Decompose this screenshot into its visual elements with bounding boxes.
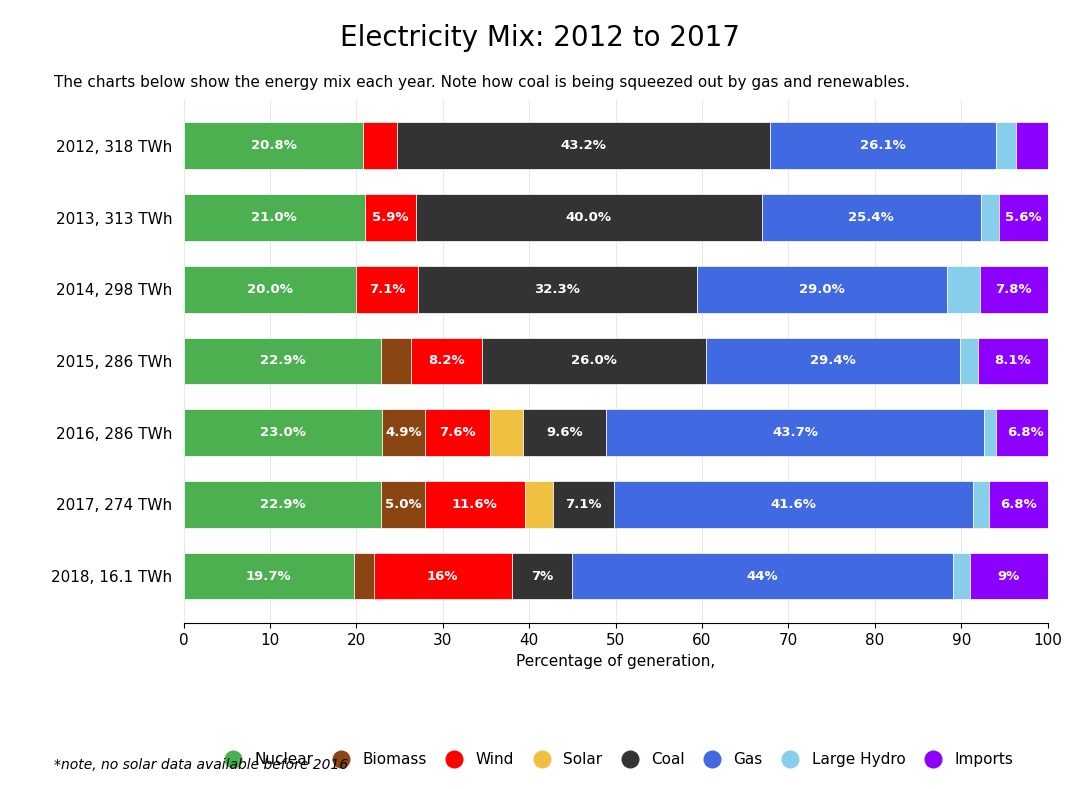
Text: 40.0%: 40.0% bbox=[566, 211, 611, 224]
Bar bbox=[381, 338, 410, 384]
Bar bbox=[356, 266, 418, 312]
Text: 43.7%: 43.7% bbox=[772, 426, 818, 439]
Text: 29.4%: 29.4% bbox=[810, 354, 856, 368]
Bar bbox=[490, 409, 523, 456]
Text: 4.9%: 4.9% bbox=[386, 426, 422, 439]
Text: 22.9%: 22.9% bbox=[259, 354, 306, 368]
Text: 5.9%: 5.9% bbox=[373, 211, 408, 224]
Bar bbox=[761, 194, 981, 241]
Bar bbox=[416, 194, 761, 241]
Text: 21.0%: 21.0% bbox=[252, 211, 297, 224]
Text: 6.8%: 6.8% bbox=[1000, 498, 1037, 511]
Bar bbox=[999, 194, 1048, 241]
Text: 8.2%: 8.2% bbox=[428, 354, 464, 368]
Text: 41.6%: 41.6% bbox=[771, 498, 816, 511]
Text: 16%: 16% bbox=[427, 570, 459, 582]
Text: 11.6%: 11.6% bbox=[451, 498, 498, 511]
Text: 9%: 9% bbox=[998, 570, 1020, 582]
Text: 7.1%: 7.1% bbox=[565, 498, 602, 511]
Bar bbox=[418, 266, 697, 312]
Bar bbox=[989, 481, 1048, 528]
Bar bbox=[996, 122, 1015, 169]
Bar bbox=[960, 338, 977, 384]
Text: 26.1%: 26.1% bbox=[860, 140, 906, 152]
Bar bbox=[512, 553, 572, 600]
Text: 7.1%: 7.1% bbox=[369, 282, 405, 296]
X-axis label: Percentage of generation,: Percentage of generation, bbox=[516, 653, 715, 668]
Bar bbox=[363, 122, 397, 169]
Bar bbox=[706, 338, 960, 384]
Text: Electricity Mix: 2012 to 2017: Electricity Mix: 2012 to 2017 bbox=[340, 24, 740, 51]
Bar bbox=[977, 338, 1048, 384]
Text: 25.4%: 25.4% bbox=[849, 211, 894, 224]
Text: *note, no solar data available before 2016: *note, no solar data available before 20… bbox=[54, 757, 348, 772]
Bar bbox=[984, 409, 996, 456]
Bar bbox=[397, 122, 770, 169]
Bar bbox=[184, 338, 381, 384]
Bar bbox=[947, 266, 981, 312]
Bar bbox=[354, 553, 374, 600]
Bar bbox=[365, 194, 416, 241]
Text: 8.1%: 8.1% bbox=[995, 354, 1031, 368]
Bar bbox=[424, 481, 525, 528]
Text: 7.6%: 7.6% bbox=[440, 426, 476, 439]
Bar bbox=[981, 194, 999, 241]
Bar bbox=[553, 481, 613, 528]
Text: 22.9%: 22.9% bbox=[259, 498, 306, 511]
Text: 20.8%: 20.8% bbox=[251, 140, 296, 152]
Text: 32.3%: 32.3% bbox=[535, 282, 580, 296]
Text: 26.0%: 26.0% bbox=[571, 354, 617, 368]
Text: 20.0%: 20.0% bbox=[247, 282, 293, 296]
Text: 7.8%: 7.8% bbox=[996, 282, 1032, 296]
Text: 44%: 44% bbox=[746, 570, 779, 582]
Text: 23.0%: 23.0% bbox=[260, 426, 306, 439]
Bar bbox=[996, 409, 1054, 456]
Text: 9.6%: 9.6% bbox=[546, 426, 583, 439]
Text: 7%: 7% bbox=[531, 570, 553, 582]
Bar bbox=[374, 553, 512, 600]
Bar bbox=[410, 338, 482, 384]
Bar bbox=[697, 266, 947, 312]
Bar bbox=[525, 481, 553, 528]
Bar bbox=[981, 266, 1048, 312]
Text: 5.0%: 5.0% bbox=[384, 498, 421, 511]
Bar bbox=[523, 409, 606, 456]
Text: 5.6%: 5.6% bbox=[1005, 211, 1042, 224]
Bar bbox=[606, 409, 984, 456]
Bar bbox=[184, 122, 363, 169]
Bar bbox=[184, 409, 382, 456]
Bar bbox=[184, 553, 354, 600]
Bar bbox=[381, 481, 424, 528]
Bar bbox=[184, 266, 356, 312]
Legend: Nuclear, Biomass, Wind, Solar, Coal, Gas, Large Hydro, Imports: Nuclear, Biomass, Wind, Solar, Coal, Gas… bbox=[212, 746, 1020, 773]
Bar bbox=[184, 194, 365, 241]
Text: 43.2%: 43.2% bbox=[561, 140, 607, 152]
Bar bbox=[613, 481, 973, 528]
Bar bbox=[572, 553, 953, 600]
Bar bbox=[382, 409, 424, 456]
Bar bbox=[424, 409, 490, 456]
Text: 6.8%: 6.8% bbox=[1007, 426, 1043, 439]
Bar bbox=[482, 338, 706, 384]
Bar bbox=[953, 553, 970, 600]
Text: 29.0%: 29.0% bbox=[799, 282, 845, 296]
Text: The charts below show the energy mix each year. Note how coal is being squeezed : The charts below show the energy mix eac… bbox=[54, 75, 909, 90]
Text: 19.7%: 19.7% bbox=[246, 570, 292, 582]
Bar bbox=[1015, 122, 1048, 169]
Bar bbox=[970, 553, 1048, 600]
Bar bbox=[184, 481, 381, 528]
Bar bbox=[973, 481, 989, 528]
Bar bbox=[770, 122, 996, 169]
